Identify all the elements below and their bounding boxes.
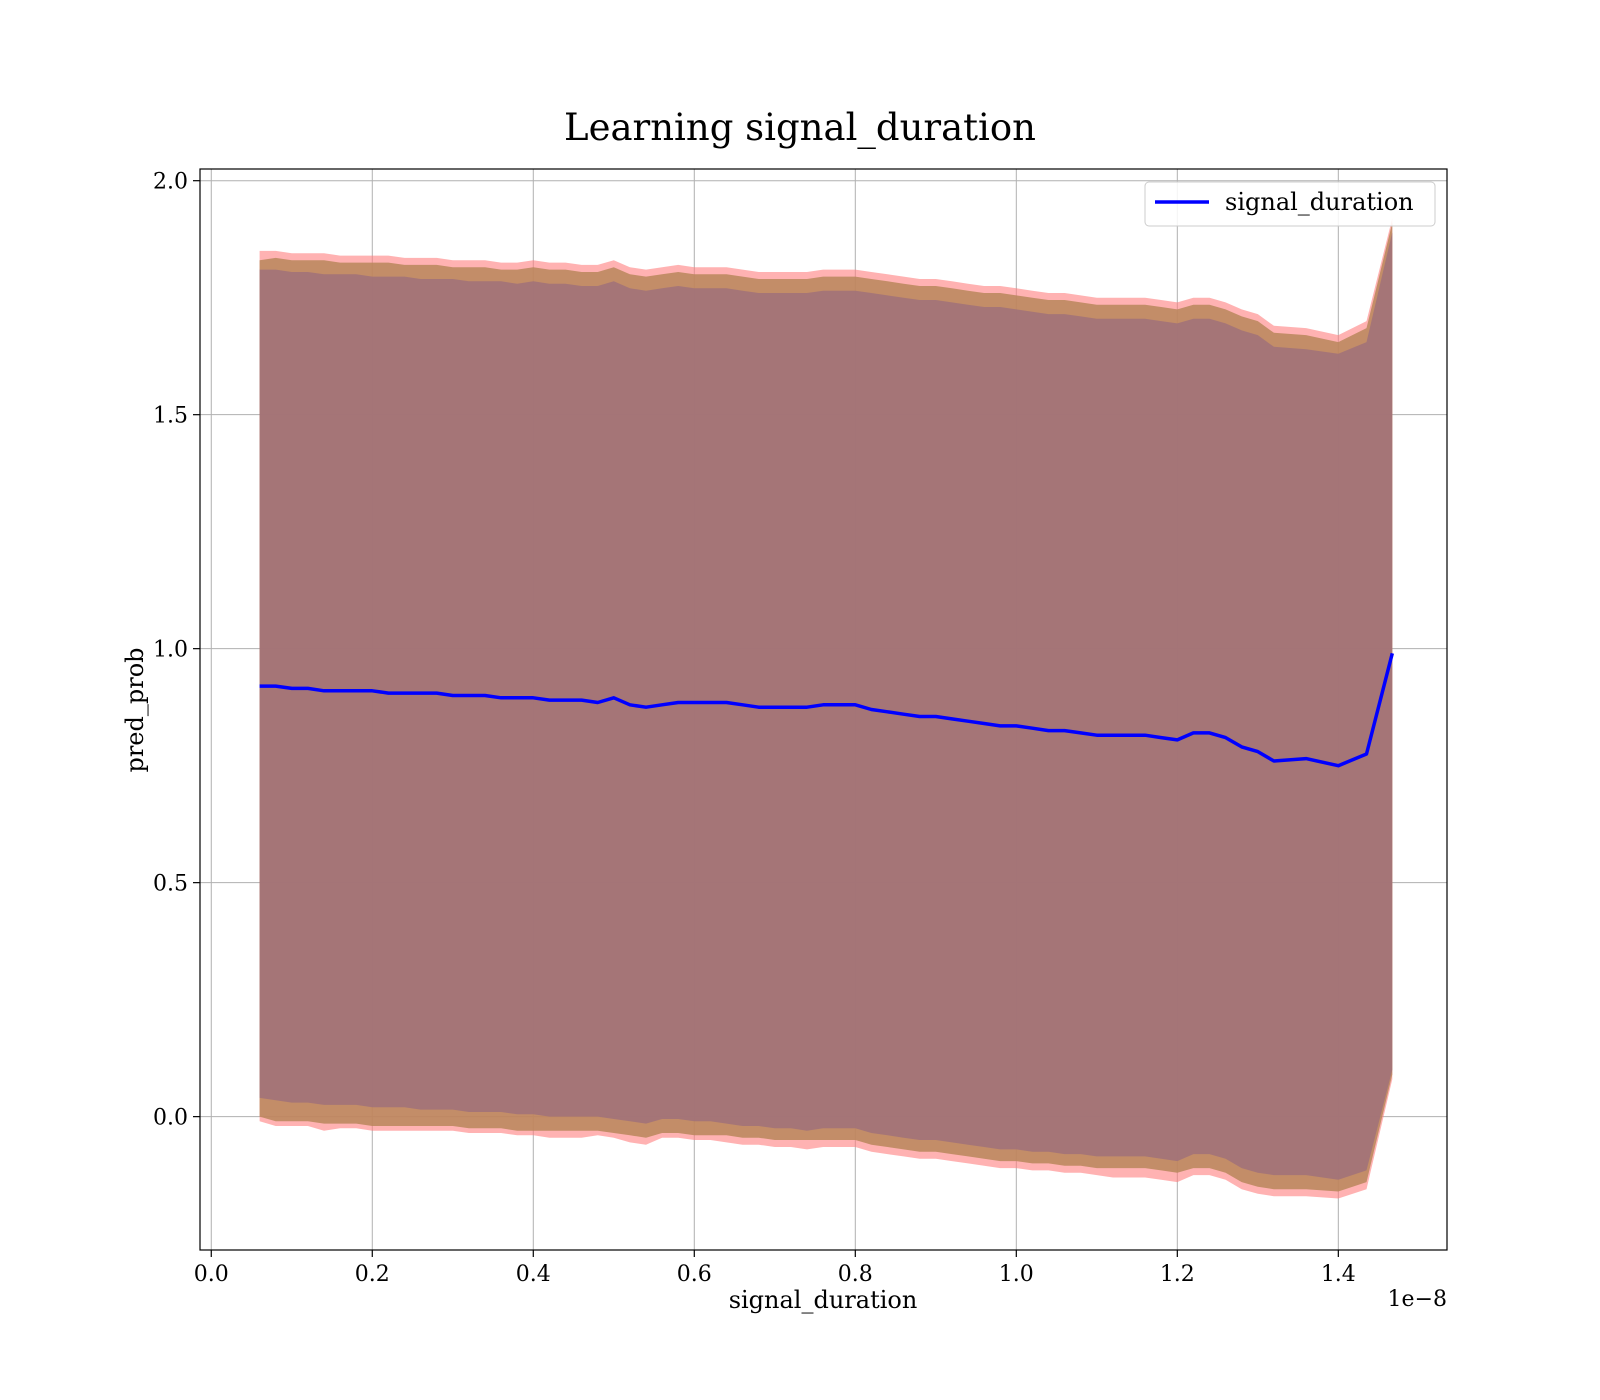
series-line-signal_duration [259, 652, 1394, 768]
chart-title: Learning signal_duration [564, 106, 1036, 150]
y-tick-label: 2.0 [153, 170, 188, 195]
y-ticks: 0.0 0.5 1.0 1.5 2.0 [153, 170, 200, 1131]
legend: signal_duration [1144, 181, 1436, 227]
x-tick-label: 0.8 [838, 1262, 873, 1287]
y-tick-label: 0.5 [153, 872, 188, 897]
y-tick-label: 0.0 [153, 1106, 188, 1131]
y-axis-label: pred_prob [121, 647, 149, 772]
x-tick-label: 0.0 [194, 1262, 229, 1287]
x-ticks: 0.0 0.2 0.4 0.6 0.8 1.0 1.2 1.4 [194, 1250, 1356, 1287]
y-tick-label: 1.5 [153, 404, 188, 429]
y-tick-label: 1.0 [153, 638, 188, 663]
x-tick-label: 0.2 [355, 1262, 390, 1287]
x-tick-label: 1.2 [1160, 1262, 1195, 1287]
x-tick-label: 1.0 [999, 1262, 1034, 1287]
confidence-bands [259, 218, 1393, 1199]
x-offset-label: 1e−8 [1388, 1287, 1447, 1312]
series-lines [259, 652, 1394, 768]
x-tick-label: 0.4 [516, 1262, 551, 1287]
x-axis-label: signal_duration [729, 1286, 918, 1314]
x-tick-label: 1.4 [1321, 1262, 1356, 1287]
legend-label: signal_duration [1225, 188, 1414, 216]
legend-box [1144, 181, 1436, 227]
plot-frame [199, 168, 1448, 1251]
x-tick-label: 0.6 [677, 1262, 712, 1287]
